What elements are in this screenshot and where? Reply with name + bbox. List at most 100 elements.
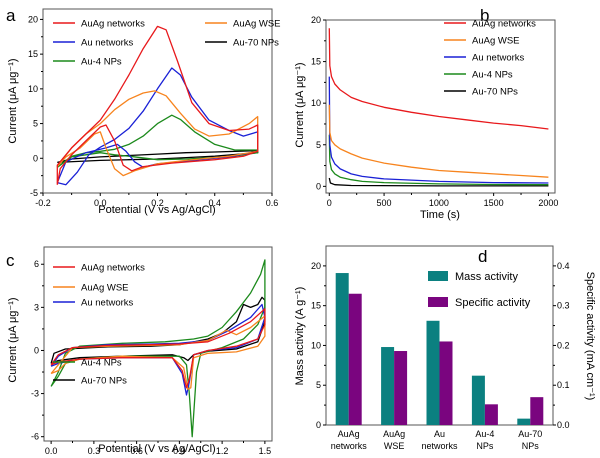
bar-specific-activity: [439, 341, 453, 425]
legend: AuAg networks Au networks Au-4 NPs AuAg WSE…: [53, 19, 281, 68]
legend: AuAg networks AuAg WSE Au networks Au-4 NPs…: [444, 19, 536, 98]
legend: Mass activity Specific activity: [428, 271, 531, 309]
y-tick-label: 10: [311, 340, 321, 350]
legend-label: Specific activity: [455, 297, 531, 309]
y-tick-label: 0: [33, 153, 38, 163]
legend-label: AuAg networks: [81, 263, 145, 274]
x-tick-label: NPs: [476, 441, 494, 451]
y2-tick-label: 0.0: [557, 420, 570, 430]
panel-label: c: [6, 251, 15, 270]
x-tick-label: 0.4: [208, 198, 221, 208]
x-tick-label: 0.9: [173, 446, 186, 456]
x-tick-label: 0.0: [94, 198, 107, 208]
y-tick-label: 5: [316, 140, 321, 150]
series-line-auag-wse: [56, 90, 259, 177]
y-tick-label: 10: [28, 84, 38, 94]
series-line-au-4-nps: [56, 114, 259, 168]
y2-axis-label: Specific activity (mA cm⁻¹): [584, 272, 596, 401]
series-line-auag-networks: [328, 28, 549, 130]
y-tick-label: 15: [311, 301, 321, 311]
series-line-auag-networks: [50, 308, 266, 389]
y-axis-label: Current (μA μg⁻¹): [7, 58, 19, 143]
y-tick-label: 0: [34, 345, 39, 355]
legend-label: Au-4 NPs: [81, 57, 122, 68]
bar-mass-activity: [381, 347, 395, 425]
x-tick-label: 0.6: [266, 198, 279, 208]
legend-label: Mass activity: [455, 271, 518, 283]
y-tick-label: -5: [30, 188, 38, 198]
legend-label: Au-4 NPs: [81, 358, 122, 369]
series-line-auag-wse: [50, 315, 266, 390]
x-tick-label: Au: [434, 429, 445, 439]
x-tick-label: 1.2: [216, 446, 229, 456]
legend-label: Au networks: [472, 53, 525, 64]
bar-mass-activity: [426, 320, 440, 425]
legend-label: AuAg networks: [472, 19, 536, 30]
y-tick-label: -6: [31, 432, 39, 442]
panel-b: b 0 500 1000 1500 2000 0 5 10 15 20 Time (s) Current…: [294, 6, 558, 221]
y-tick-label: 5: [316, 380, 321, 390]
bar-mass-activity: [517, 418, 531, 425]
legend-swatch: [428, 297, 448, 307]
x-tick-label: networks: [331, 441, 368, 451]
panel-label: d: [478, 247, 487, 266]
y-axis-label: Current (μA μg⁻¹): [294, 62, 306, 147]
x-tick-label: 1500: [484, 198, 504, 208]
y-tick-label: 15: [28, 49, 38, 59]
series-line-au-70-nps: [328, 177, 549, 187]
x-tick-label: -0.2: [35, 198, 51, 208]
y-tick-label: 0: [316, 181, 321, 191]
legend-label: AuAg WSE: [472, 36, 520, 47]
x-tick-label: 1.5: [259, 446, 272, 456]
series-line-au-networks: [56, 67, 259, 186]
bar-specific-activity: [394, 351, 408, 425]
y-tick-label: 3: [34, 302, 39, 312]
y-tick-label: 20: [28, 14, 38, 24]
y-tick-label: 20: [311, 261, 321, 271]
series-line-au-4-nps: [328, 134, 549, 186]
x-tick-label: 2000: [538, 198, 558, 208]
series-line-au-networks: [328, 76, 549, 184]
panel-d: d 0 5 10 15 20 0.0 0.1 0.2 0.3 0.4 Mass activity (A…: [294, 245, 596, 451]
panel-a: a -0.2 0.0 0.2 0.4 0.6 -5 0 5 10 15 20 Potential (V …: [6, 6, 281, 216]
x-tick-label: 0.3: [88, 446, 101, 456]
series-line-au-4-nps: [50, 259, 266, 438]
x-axis-label: Potential (V vs Ag/AgCl): [98, 204, 215, 216]
y-tick-label: 15: [311, 57, 321, 67]
x-tick-label: AuAg: [383, 429, 405, 439]
x-tick-label: 0.6: [130, 446, 143, 456]
x-tick-label: 0: [327, 198, 332, 208]
x-tick-label: WSE: [384, 441, 405, 451]
x-axis-label: Potential (V vs Ag/AgCl): [98, 443, 215, 455]
y-tick-label: 10: [311, 98, 321, 108]
bar-specific-activity: [530, 397, 544, 425]
series-line-au-70-nps: [50, 296, 266, 365]
legend-label: Au-70 NPs: [81, 376, 127, 387]
bar-specific-activity: [484, 404, 498, 425]
y2-tick-label: 0.1: [557, 380, 570, 390]
legend-label: Au-70 NPs: [233, 38, 279, 49]
x-tick-label: Au-4: [475, 429, 494, 439]
panel-c: c 0.0 0.3 0.6 0.9 1.2 1.5 -6 -3 0 3 6 Potential (V v…: [6, 246, 273, 456]
y-tick-label: 0: [316, 420, 321, 430]
x-axis-label: Time (s): [420, 209, 460, 221]
panel-label: a: [6, 6, 16, 25]
y-tick-label: 5: [33, 119, 38, 129]
y-axis-label: Current (μA μg⁻¹): [7, 297, 19, 382]
x-tick-label: Au-70: [518, 429, 542, 439]
plot-frame: [325, 19, 556, 194]
series-line-auag-wse: [328, 104, 549, 178]
x-tick-label: 0.0: [45, 446, 58, 456]
series-line-auag-networks: [56, 25, 259, 185]
bar-specific-activity: [348, 293, 362, 425]
legend-label: AuAg WSE: [233, 19, 281, 30]
legend-label: AuAg WSE: [81, 283, 129, 294]
y-tick-label: 6: [34, 259, 39, 269]
y2-tick-label: 0.3: [557, 301, 570, 311]
panel-label: b: [480, 6, 489, 25]
y-tick-label: 20: [311, 15, 321, 25]
legend: AuAg networks AuAg WSE Au networks Au-4 NPs…: [53, 263, 145, 387]
x-tick-label: 500: [377, 198, 392, 208]
legend-label: Au-70 NPs: [472, 87, 518, 98]
